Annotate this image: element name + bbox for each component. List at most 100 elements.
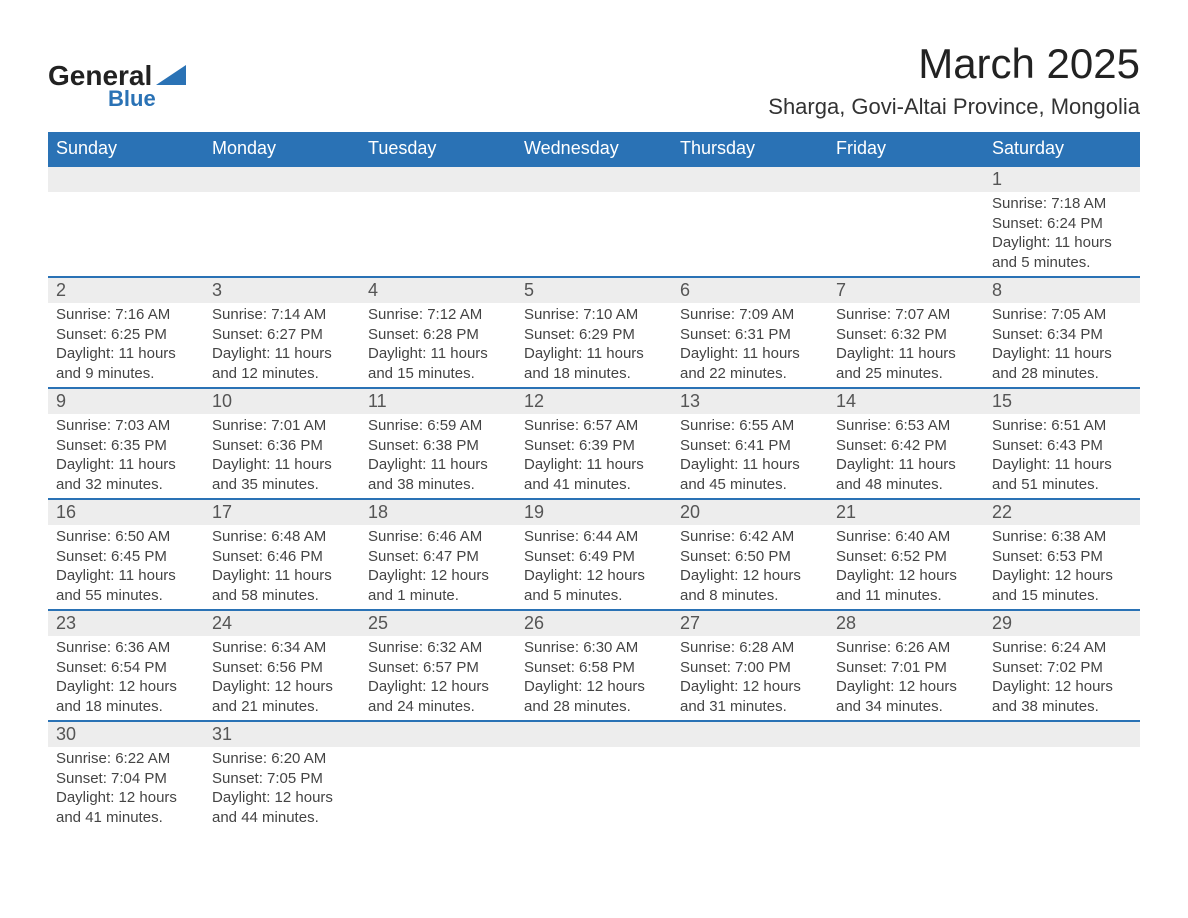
daylight-text: and 11 minutes. (836, 586, 976, 606)
day-data-cell: Sunrise: 6:26 AMSunset: 7:01 PMDaylight:… (828, 636, 984, 721)
sunrise-text: Sunrise: 6:48 AM (212, 527, 352, 547)
sunrise-text: Sunrise: 7:07 AM (836, 305, 976, 325)
sunset-text: Sunset: 6:38 PM (368, 436, 508, 456)
sunset-text: Sunset: 6:58 PM (524, 658, 664, 678)
sunset-text: Sunset: 6:46 PM (212, 547, 352, 567)
daylight-text: Daylight: 12 hours (368, 677, 508, 697)
daylight-text: and 35 minutes. (212, 475, 352, 495)
sunrise-text: Sunrise: 6:30 AM (524, 638, 664, 658)
daylight-text: Daylight: 12 hours (836, 677, 976, 697)
sunrise-text: Sunrise: 6:24 AM (992, 638, 1132, 658)
daylight-text: and 28 minutes. (524, 697, 664, 717)
sunrise-text: Sunrise: 6:34 AM (212, 638, 352, 658)
calendar-table: Sunday Monday Tuesday Wednesday Thursday… (48, 132, 1140, 831)
day-data-cell: Sunrise: 6:28 AMSunset: 7:00 PMDaylight:… (672, 636, 828, 721)
daylight-text: and 9 minutes. (56, 364, 196, 384)
sunset-text: Sunset: 6:41 PM (680, 436, 820, 456)
day-data-cell: Sunrise: 6:50 AMSunset: 6:45 PMDaylight:… (48, 525, 204, 610)
sunrise-text: Sunrise: 6:26 AM (836, 638, 976, 658)
day-number-cell: 9 (48, 388, 204, 414)
sunset-text: Sunset: 6:25 PM (56, 325, 196, 345)
daylight-text: Daylight: 12 hours (56, 677, 196, 697)
daylight-text: and 12 minutes. (212, 364, 352, 384)
daylight-text: and 32 minutes. (56, 475, 196, 495)
day-data-cell: Sunrise: 6:40 AMSunset: 6:52 PMDaylight:… (828, 525, 984, 610)
day-data-row: Sunrise: 7:16 AMSunset: 6:25 PMDaylight:… (48, 303, 1140, 388)
daylight-text: and 21 minutes. (212, 697, 352, 717)
daylight-text: and 41 minutes. (56, 808, 196, 828)
daylight-text: Daylight: 11 hours (992, 233, 1132, 253)
sunrise-text: Sunrise: 6:36 AM (56, 638, 196, 658)
daylight-text: Daylight: 12 hours (992, 677, 1132, 697)
day-number-cell: 29 (984, 610, 1140, 636)
sunrise-text: Sunrise: 6:38 AM (992, 527, 1132, 547)
day-data-cell: Sunrise: 7:10 AMSunset: 6:29 PMDaylight:… (516, 303, 672, 388)
daylight-text: Daylight: 12 hours (212, 677, 352, 697)
title-block: March 2025 Sharga, Govi-Altai Province, … (768, 40, 1140, 120)
day-data-cell: Sunrise: 7:03 AMSunset: 6:35 PMDaylight:… (48, 414, 204, 499)
day-number-cell: 8 (984, 277, 1140, 303)
sunrise-text: Sunrise: 6:57 AM (524, 416, 664, 436)
weekday-header: Monday (204, 132, 360, 166)
sunset-text: Sunset: 7:04 PM (56, 769, 196, 789)
day-number-cell: 3 (204, 277, 360, 303)
day-number-cell (204, 166, 360, 192)
logo: General Blue (48, 40, 186, 112)
day-number-row: 1 (48, 166, 1140, 192)
day-data-cell: Sunrise: 7:14 AMSunset: 6:27 PMDaylight:… (204, 303, 360, 388)
day-number-cell: 11 (360, 388, 516, 414)
day-number-cell: 26 (516, 610, 672, 636)
daylight-text: and 45 minutes. (680, 475, 820, 495)
day-number-cell (48, 166, 204, 192)
location-subtitle: Sharga, Govi-Altai Province, Mongolia (768, 94, 1140, 120)
day-number-cell: 15 (984, 388, 1140, 414)
day-number-cell: 20 (672, 499, 828, 525)
daylight-text: and 55 minutes. (56, 586, 196, 606)
daylight-text: and 48 minutes. (836, 475, 976, 495)
day-number-cell: 23 (48, 610, 204, 636)
day-number-cell: 17 (204, 499, 360, 525)
day-number-cell (984, 721, 1140, 747)
sunrise-text: Sunrise: 6:53 AM (836, 416, 976, 436)
daylight-text: Daylight: 12 hours (368, 566, 508, 586)
day-data-cell: Sunrise: 6:32 AMSunset: 6:57 PMDaylight:… (360, 636, 516, 721)
sunset-text: Sunset: 7:01 PM (836, 658, 976, 678)
day-data-row: Sunrise: 6:50 AMSunset: 6:45 PMDaylight:… (48, 525, 1140, 610)
day-data-cell: Sunrise: 7:18 AMSunset: 6:24 PMDaylight:… (984, 192, 1140, 277)
day-data-cell: Sunrise: 6:34 AMSunset: 6:56 PMDaylight:… (204, 636, 360, 721)
day-data-cell: Sunrise: 6:53 AMSunset: 6:42 PMDaylight:… (828, 414, 984, 499)
day-number-cell: 5 (516, 277, 672, 303)
sunrise-text: Sunrise: 7:01 AM (212, 416, 352, 436)
daylight-text: and 22 minutes. (680, 364, 820, 384)
daylight-text: and 34 minutes. (836, 697, 976, 717)
weekday-header: Saturday (984, 132, 1140, 166)
sunset-text: Sunset: 6:31 PM (680, 325, 820, 345)
weekday-header-row: Sunday Monday Tuesday Wednesday Thursday… (48, 132, 1140, 166)
day-number-row: 2345678 (48, 277, 1140, 303)
weekday-header: Tuesday (360, 132, 516, 166)
day-number-cell: 27 (672, 610, 828, 636)
sunset-text: Sunset: 6:35 PM (56, 436, 196, 456)
day-data-cell (984, 747, 1140, 831)
day-number-cell: 21 (828, 499, 984, 525)
day-data-cell: Sunrise: 7:07 AMSunset: 6:32 PMDaylight:… (828, 303, 984, 388)
daylight-text: Daylight: 11 hours (524, 455, 664, 475)
day-data-cell (48, 192, 204, 277)
sunrise-text: Sunrise: 6:55 AM (680, 416, 820, 436)
daylight-text: Daylight: 12 hours (524, 677, 664, 697)
sunrise-text: Sunrise: 6:44 AM (524, 527, 664, 547)
day-number-cell: 13 (672, 388, 828, 414)
day-number-cell: 4 (360, 277, 516, 303)
day-data-cell: Sunrise: 6:36 AMSunset: 6:54 PMDaylight:… (48, 636, 204, 721)
day-number-cell: 22 (984, 499, 1140, 525)
sunset-text: Sunset: 6:50 PM (680, 547, 820, 567)
daylight-text: and 5 minutes. (524, 586, 664, 606)
sunrise-text: Sunrise: 7:09 AM (680, 305, 820, 325)
day-number-cell: 2 (48, 277, 204, 303)
daylight-text: Daylight: 12 hours (56, 788, 196, 808)
daylight-text: and 1 minute. (368, 586, 508, 606)
day-number-cell: 6 (672, 277, 828, 303)
daylight-text: and 38 minutes. (992, 697, 1132, 717)
day-data-cell: Sunrise: 6:24 AMSunset: 7:02 PMDaylight:… (984, 636, 1140, 721)
day-number-cell: 28 (828, 610, 984, 636)
